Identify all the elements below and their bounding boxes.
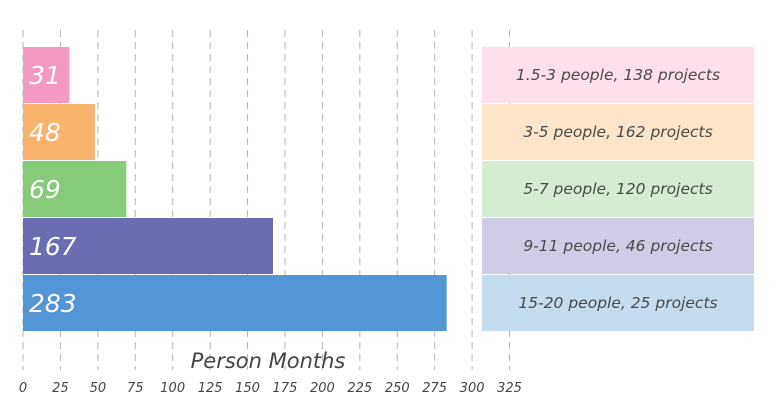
x-tick-label: 300 xyxy=(460,381,485,396)
bar-value-label: 69 xyxy=(29,175,61,204)
x-tick-label: 25 xyxy=(52,381,69,396)
x-tick-label: 125 xyxy=(198,381,223,396)
bar-value-label: 31 xyxy=(29,61,61,90)
x-axis-title: Person Months xyxy=(191,349,346,373)
bars-group: 31 48 69 167 283 xyxy=(23,47,447,331)
x-tick-label: 75 xyxy=(127,381,144,396)
bar xyxy=(23,218,273,274)
x-tick-label: 200 xyxy=(310,381,335,396)
legend-item: 5-7 people, 120 projects xyxy=(482,161,754,217)
legend-item: 9-11 people, 46 projects xyxy=(482,218,754,274)
legend-item: 15-20 people, 25 projects xyxy=(482,275,754,331)
bar-value-label: 167 xyxy=(29,232,77,261)
bar xyxy=(23,161,127,217)
x-tick-label: 325 xyxy=(497,381,522,396)
x-tick-label: 50 xyxy=(90,381,107,396)
legend-item: 3-5 people, 162 projects xyxy=(482,104,754,160)
bar-value-label: 48 xyxy=(29,118,61,147)
x-tick-label: 0 xyxy=(19,381,27,396)
bar-value-label: 283 xyxy=(29,289,77,318)
bar xyxy=(23,275,447,331)
x-tick-labels: 0 25 50 75 100 125 150 175 200 225 250 275 300 325 xyxy=(19,381,522,396)
x-tick-label: 250 xyxy=(385,381,410,396)
x-tick-label: 100 xyxy=(160,381,185,396)
x-tick-label: 150 xyxy=(235,381,260,396)
bar xyxy=(23,104,95,160)
x-tick-label: 275 xyxy=(422,381,447,396)
legend-item: 1.5-3 people, 138 projects xyxy=(482,47,754,103)
bar xyxy=(23,47,70,103)
x-tick-label: 175 xyxy=(273,381,298,396)
x-tick-label: 225 xyxy=(347,381,372,396)
